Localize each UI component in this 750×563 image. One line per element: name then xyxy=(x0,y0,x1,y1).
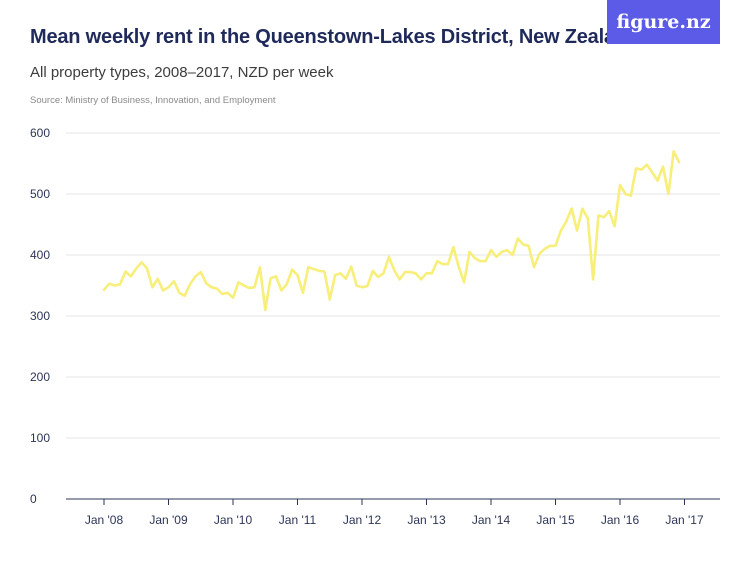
x-tick-label: Jan '13 xyxy=(407,513,446,527)
y-tick-label: 600 xyxy=(30,126,50,140)
x-tick-label: Jan '11 xyxy=(279,513,317,527)
x-tick-label: Jan '12 xyxy=(343,513,382,527)
figure-nz-logo[interactable]: figure.nz xyxy=(607,0,720,44)
x-tick-label: Jan '08 xyxy=(85,513,124,527)
y-tick-label: 100 xyxy=(30,431,50,445)
y-tick-label: 200 xyxy=(30,370,50,384)
y-tick-label: 0 xyxy=(30,492,37,506)
x-tick-label: Jan '17 xyxy=(665,513,704,527)
chart-subtitle: All property types, 2008–2017, NZD per w… xyxy=(30,64,334,81)
rent-series-line xyxy=(102,150,681,312)
x-tick-label: Jan '09 xyxy=(149,513,188,527)
x-tick-label: Jan '10 xyxy=(214,513,253,527)
y-tick-label: 500 xyxy=(30,187,50,201)
x-tick-label: Jan '16 xyxy=(601,513,640,527)
chart-source: Source: Ministry of Business, Innovation… xyxy=(30,95,276,106)
y-tick-label: 300 xyxy=(30,309,50,323)
chart-title: Mean weekly rent in the Queenstown-Lakes… xyxy=(30,26,639,48)
x-tick-label: Jan '15 xyxy=(536,513,575,527)
x-tick-label: Jan '14 xyxy=(472,513,511,527)
y-tick-label: 400 xyxy=(30,248,50,262)
